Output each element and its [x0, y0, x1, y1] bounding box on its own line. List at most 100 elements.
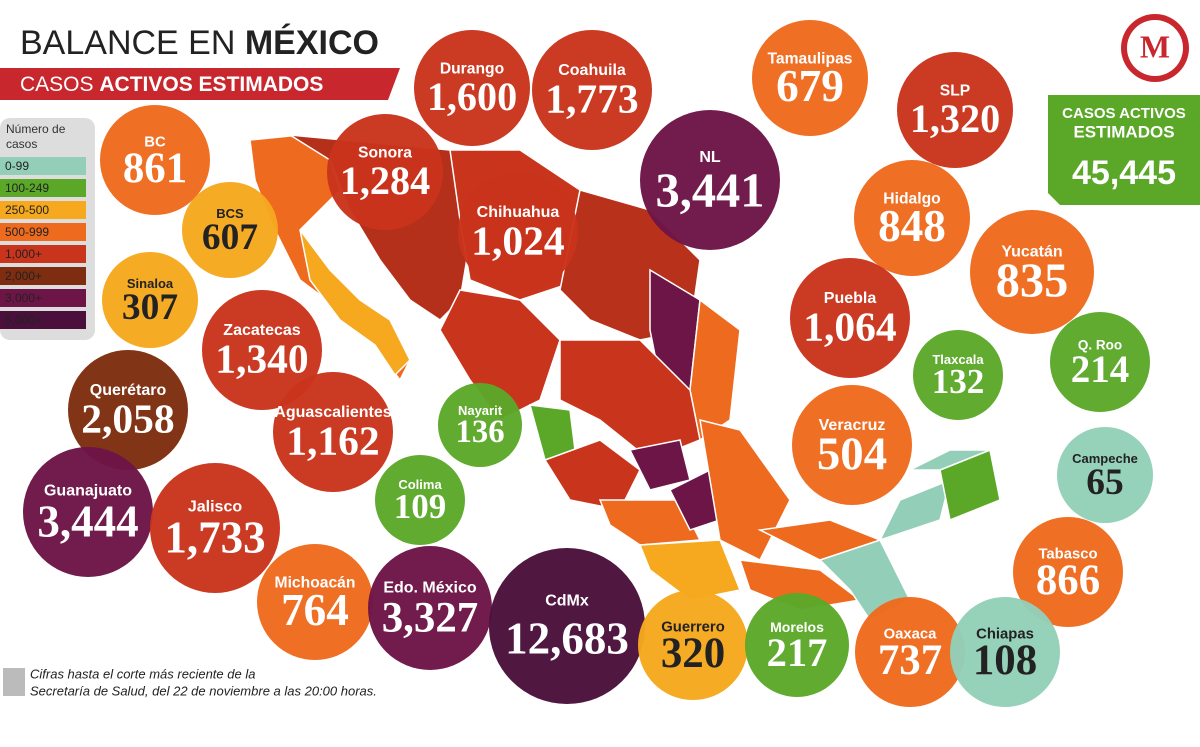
state-value: 1,773	[545, 76, 638, 122]
legend-swatch	[0, 223, 86, 241]
state-name: Sinaloa	[127, 276, 174, 291]
state-bubble	[102, 252, 198, 348]
subtitle: CASOS ACTIVOS ESTIMADOS	[20, 73, 323, 96]
state-value: 848	[878, 201, 946, 251]
state-value: 866	[1036, 557, 1100, 604]
state-value: 65	[1086, 462, 1123, 503]
legend-swatch	[0, 179, 86, 197]
state-value: 679	[776, 61, 844, 111]
state-bubble	[202, 290, 322, 410]
state-name: Puebla	[824, 290, 877, 307]
state-name: Yucatán	[1001, 243, 1062, 260]
total-value: 45,445	[1072, 154, 1176, 192]
state-value: 607	[202, 217, 258, 258]
legend-title-line: casos	[6, 137, 37, 151]
state-value: 1,284	[340, 158, 430, 203]
legend-label: 100-249	[5, 181, 49, 195]
legend-swatch	[0, 267, 86, 285]
state-value: 214	[1071, 348, 1130, 391]
state-value: 3,444	[37, 497, 138, 547]
state-value: 1,733	[164, 513, 265, 563]
state-name: Chihuahua	[477, 204, 560, 221]
state-name: Jalisco	[188, 498, 242, 515]
legend-label: 1,000+	[5, 247, 42, 261]
state-value: 764	[281, 585, 349, 635]
legend-label: 500-999	[5, 225, 49, 239]
state-bubble	[414, 30, 530, 146]
state-name: BCS	[216, 206, 244, 221]
footnote: Cifras hasta el corte más reciente de la	[30, 666, 255, 681]
state-bubble	[745, 593, 849, 697]
state-value: 504	[817, 428, 887, 480]
legend-label: 5,000+	[5, 313, 42, 327]
state-name: Tlaxcala	[932, 352, 984, 367]
state-value: 737	[878, 637, 942, 684]
state-name: SLP	[940, 83, 970, 100]
state-value: 1,162	[286, 418, 379, 464]
state-bubble	[489, 548, 645, 704]
state-bubble	[897, 52, 1013, 168]
state-value: 136	[455, 414, 504, 450]
state-bubble	[1013, 517, 1123, 627]
state-name: Guanajuato	[44, 482, 132, 499]
state-value: 132	[932, 362, 985, 401]
state-value: 2,058	[81, 396, 174, 442]
state-name: Durango	[440, 61, 504, 78]
total-label: CASOS ACTIVOS	[1062, 105, 1186, 122]
state-value: 1,340	[215, 336, 308, 382]
state-bubble	[375, 455, 465, 545]
state-name: Edo. México	[383, 579, 477, 596]
legend-label: 0-99	[5, 159, 29, 173]
state-bubble	[640, 110, 780, 250]
state-bubble	[532, 30, 652, 150]
state-name: Morelos	[770, 619, 824, 635]
state-name: Chiapas	[976, 626, 1034, 642]
state-name: Coahuila	[558, 62, 626, 79]
legend-swatch	[0, 311, 86, 329]
footnote: Secretaría de Salud, del 22 de noviembre…	[30, 683, 377, 698]
state-bubble	[790, 258, 910, 378]
legend-swatch	[0, 289, 86, 307]
legend-title: Número de casos	[6, 122, 66, 151]
state-bubble	[1057, 427, 1153, 523]
state-bubble	[913, 330, 1003, 420]
state-name: Aguascalientes	[274, 404, 391, 421]
state-value: 1,024	[471, 218, 564, 264]
legend-label: 250-500	[5, 203, 49, 217]
state-name: CdMx	[545, 592, 589, 609]
state-bubble	[182, 182, 278, 278]
logo-inner	[1127, 20, 1183, 76]
state-name: Michoacán	[275, 575, 356, 592]
legend-swatch	[0, 157, 86, 175]
state-value: 12,683	[505, 613, 629, 663]
state-bubble	[752, 20, 868, 136]
title: BALANCE EN MÉXICO	[20, 24, 379, 62]
state-name: Campeche	[1072, 451, 1138, 466]
state-bubble	[950, 597, 1060, 707]
legend: Número de casos 0-99 100-249 250-500 500-999 1…	[0, 122, 86, 329]
state-name: Oaxaca	[884, 626, 938, 642]
state-value: 861	[123, 145, 187, 192]
state-name: Querétaro	[90, 382, 167, 399]
state-name: Hidalgo	[883, 191, 940, 208]
state-name: Tamaulipas	[768, 51, 853, 68]
state-value: 3,441	[655, 165, 764, 218]
state-value: 109	[394, 487, 447, 526]
state-name: Q. Roo	[1078, 338, 1122, 353]
legend-swatch	[0, 201, 86, 219]
state-value: 320	[661, 630, 725, 677]
footnote-mark	[3, 668, 25, 696]
state-name: NL	[699, 149, 721, 166]
state-name: Tabasco	[1038, 546, 1097, 562]
state-bubble	[854, 160, 970, 276]
state-bubble	[273, 372, 393, 492]
subtitle-bar	[0, 68, 400, 100]
state-name: BC	[144, 134, 166, 150]
state-bubble	[368, 546, 492, 670]
state-value: 217	[767, 630, 828, 675]
state-name: Colima	[398, 477, 442, 492]
